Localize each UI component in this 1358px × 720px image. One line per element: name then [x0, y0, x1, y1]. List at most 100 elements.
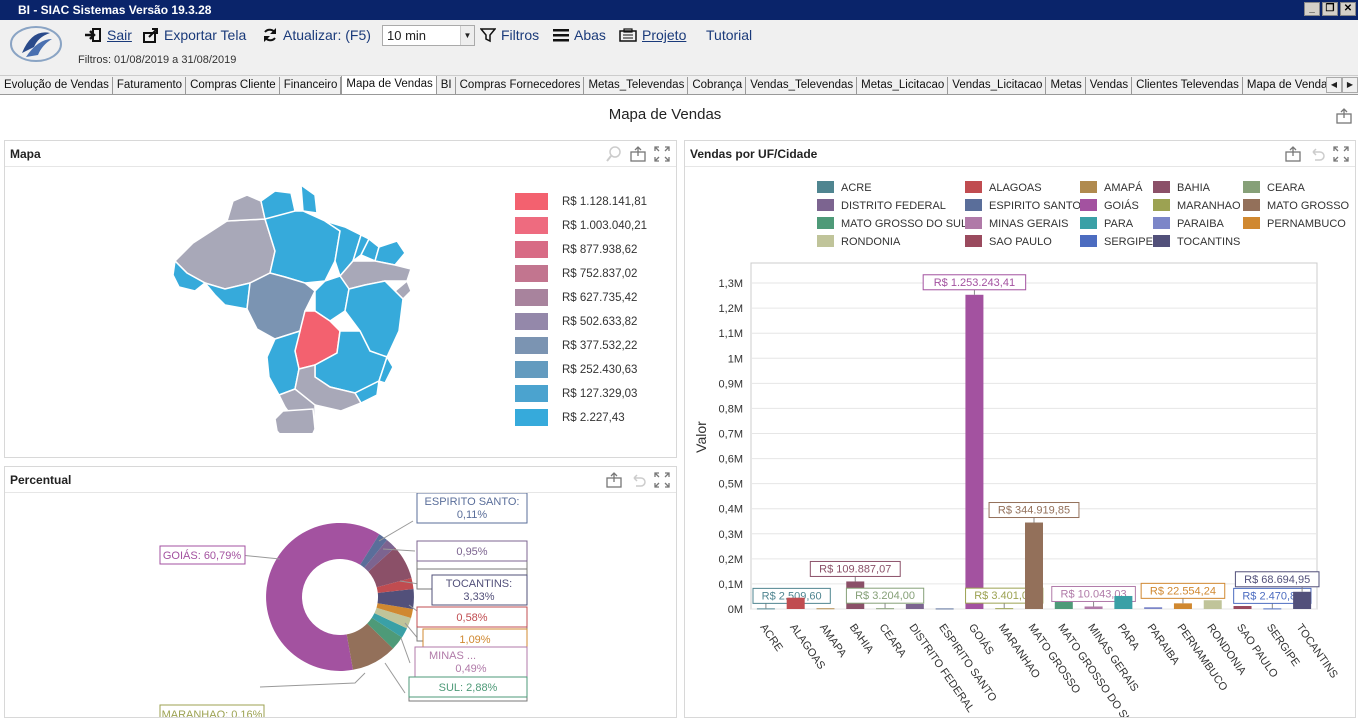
close-button[interactable]: ✕	[1340, 2, 1356, 16]
data-label: R$ 2.509,60	[762, 590, 822, 602]
legend-label: GOIÁS	[1104, 199, 1139, 212]
donut-slice-mato-grosso	[346, 623, 393, 670]
label-es-value: 0,11%	[457, 509, 488, 521]
legend-swatch	[1243, 181, 1260, 193]
tab-bi[interactable]: BI	[437, 77, 456, 94]
label-es-name: ESPIRITO SANTO:	[425, 496, 520, 508]
map-legend-swatch	[515, 265, 548, 282]
toolbar: Sair Exportar Tela Atualizar: (F5) 10 mi…	[0, 20, 1358, 76]
tab-metas[interactable]: Metas	[1046, 77, 1086, 94]
map-legend-label: R$ 252.430,63	[562, 363, 638, 376]
data-label-box	[922, 274, 1027, 291]
data-label-box	[1234, 571, 1320, 588]
map-panel-title: Mapa	[10, 147, 41, 161]
export-button[interactable]: Exportar Tela	[143, 27, 246, 43]
tab-compras-cliente[interactable]: Compras Cliente	[186, 77, 280, 94]
tab-vendas-licitacao[interactable]: Vendas_Licitacao	[948, 77, 1047, 94]
tab-vendas[interactable]: Vendas	[1086, 77, 1133, 94]
project-label: Projeto	[642, 27, 687, 43]
map-legend-item: R$ 502.633,82	[515, 313, 637, 330]
export-dashboard-icon[interactable]	[1336, 108, 1352, 124]
tabs-label: Abas	[574, 27, 606, 43]
legend-swatch	[817, 181, 834, 193]
legend-swatch	[817, 199, 834, 211]
brazil-map[interactable]	[165, 181, 415, 433]
map-legend-label: R$ 1.003.040,21	[562, 219, 648, 232]
map-legend-item: R$ 877.938,62	[515, 241, 637, 258]
tab-vendas-televendas[interactable]: Vendas_Televendas	[746, 77, 858, 94]
tab-evolu-o-de-vendas[interactable]: Evolução de Vendas	[0, 77, 113, 94]
map-legend-label: R$ 502.633,82	[562, 315, 638, 328]
y-axis-label: Valor	[693, 421, 709, 453]
bar	[1203, 600, 1222, 609]
tab-scroll-left-button[interactable]: ◀	[1326, 77, 1342, 93]
x-tick-label: CEARA	[877, 622, 909, 660]
legend-label: SERGIPE	[1104, 236, 1153, 248]
tab-metas-televendas[interactable]: Metas_Televendas	[584, 77, 689, 94]
y-tick-label: 0,9M	[719, 378, 743, 390]
bar	[905, 603, 924, 609]
legend-label: MATO GROSSO	[1267, 200, 1350, 212]
donut-slice-para	[371, 613, 407, 638]
tab-mapa-de-vendas[interactable]: Mapa de Vendas	[341, 76, 437, 94]
legend-label: PARAIBA	[1177, 218, 1225, 230]
legend-swatch	[965, 235, 982, 247]
maximize-icon[interactable]	[1333, 146, 1349, 162]
tab-cobran-a[interactable]: Cobrança	[688, 77, 747, 94]
restore-button[interactable]: ❐	[1322, 2, 1338, 16]
map-legend-swatch	[515, 193, 548, 210]
refresh-interval-select[interactable]: 10 min ▼	[382, 25, 475, 46]
zoom-icon[interactable]	[606, 146, 622, 162]
tab-faturamento[interactable]: Faturamento	[113, 77, 187, 94]
filters-button[interactable]: Filtros	[480, 27, 539, 43]
bar	[995, 608, 1014, 610]
chevron-down-icon[interactable]: ▼	[460, 26, 474, 45]
x-tick-label: GOIÁS	[966, 621, 997, 657]
window-title: BI - SIAC Sistemas Versão 19.3.28	[18, 3, 212, 17]
map-legend-swatch	[515, 385, 548, 402]
refresh-button[interactable]: Atualizar: (F5)	[262, 27, 371, 43]
bar	[1114, 595, 1133, 609]
tab-scroll-right-button[interactable]: ▶	[1342, 77, 1358, 93]
project-button[interactable]: Projeto	[619, 27, 686, 43]
data-label: R$ 3.204,00	[855, 590, 915, 602]
export-icon[interactable]	[606, 472, 622, 488]
donut-chart[interactable]: ESPIRITO SANTO: 0,11% 0,95% TOCANTINS: 3…	[5, 493, 676, 717]
tab-compras-fornecedores[interactable]: Compras Fornecedores	[456, 77, 585, 94]
tutorial-link[interactable]: Tutorial	[706, 27, 752, 43]
map-legend-swatch	[515, 337, 548, 354]
y-tick-label: 0,3M	[719, 529, 743, 541]
legend-swatch	[817, 235, 834, 247]
tab-clientes-televendas[interactable]: Clientes Televendas	[1132, 77, 1243, 94]
data-label-box	[845, 587, 925, 604]
legend-label: ACRE	[841, 182, 872, 194]
exit-label: Sair	[107, 27, 132, 43]
map-panel: Mapa	[4, 140, 677, 458]
window-title-bar: BI - SIAC Sistemas Versão 19.3.28 _ ❐ ✕	[0, 0, 1358, 20]
legend-label: BAHIA	[1177, 182, 1211, 194]
maximize-icon[interactable]	[654, 146, 670, 162]
x-tick-label: AMAPA	[817, 622, 849, 660]
exit-button[interactable]: Sair	[84, 27, 132, 43]
legend-swatch	[1080, 199, 1097, 211]
maximize-icon[interactable]	[654, 472, 670, 488]
export-icon[interactable]	[1285, 146, 1301, 162]
undo-icon[interactable]	[1309, 146, 1325, 162]
donut-slice-rondonia	[374, 607, 411, 629]
data-label: R$ 68.694,95	[1244, 574, 1310, 586]
legend-label: CEARA	[1267, 182, 1306, 194]
donut-slice-tocantins	[377, 589, 414, 609]
export-icon[interactable]	[630, 146, 646, 162]
map-legend-swatch	[515, 409, 548, 426]
minimize-button[interactable]: _	[1304, 2, 1320, 16]
map-legend-label: R$ 2.227,43	[562, 411, 625, 424]
tabs-button[interactable]: Abas	[553, 27, 606, 43]
donut-slice-bahia	[368, 547, 412, 588]
map-legend-label: R$ 877.938,62	[562, 243, 638, 256]
tab-financeiro[interactable]: Financeiro	[280, 77, 342, 94]
tab-metas-licitacao[interactable]: Metas_Licitacao	[857, 77, 949, 94]
undo-icon[interactable]	[630, 472, 646, 488]
data-label: R$ 2.470,80	[1242, 590, 1302, 602]
label-mg-name: MINAS ...	[429, 650, 476, 662]
